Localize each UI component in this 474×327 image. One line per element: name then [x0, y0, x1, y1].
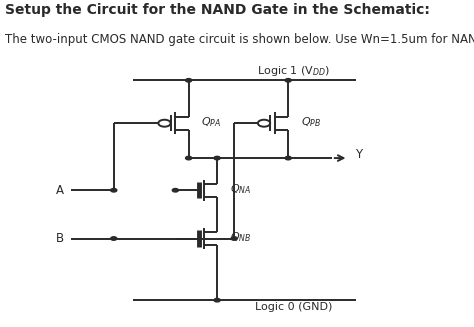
Circle shape — [214, 156, 220, 160]
Text: $Q_{NA}$: $Q_{NA}$ — [230, 182, 251, 196]
Circle shape — [173, 188, 178, 192]
Circle shape — [285, 78, 292, 82]
Text: Logic 0 (GND): Logic 0 (GND) — [255, 302, 333, 312]
Text: $Q_{PB}$: $Q_{PB}$ — [301, 115, 321, 129]
Text: Y: Y — [356, 147, 363, 161]
Circle shape — [110, 237, 117, 240]
Circle shape — [214, 299, 220, 302]
Circle shape — [186, 156, 192, 160]
Text: B: B — [56, 232, 64, 245]
Circle shape — [231, 237, 237, 240]
Text: $Q_{PA}$: $Q_{PA}$ — [201, 115, 222, 129]
Text: $Q_{NB}$: $Q_{NB}$ — [230, 230, 251, 244]
Circle shape — [110, 188, 117, 192]
Circle shape — [186, 78, 192, 82]
Text: The two-input CMOS NAND gate circuit is shown below. Use Wn=1.5um for NAND gate.: The two-input CMOS NAND gate circuit is … — [5, 33, 474, 46]
Circle shape — [285, 156, 292, 160]
Text: Logic 1 (V$_{DD}$): Logic 1 (V$_{DD}$) — [257, 64, 330, 77]
Text: A: A — [56, 184, 64, 197]
Text: Setup the Circuit for the NAND Gate in the Schematic:: Setup the Circuit for the NAND Gate in t… — [5, 3, 429, 17]
